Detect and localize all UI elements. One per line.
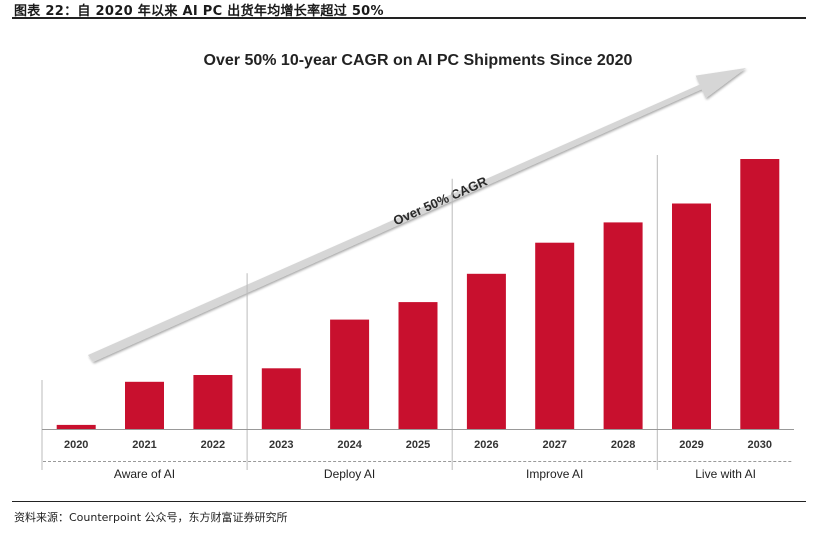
- cagr-arrow-shape: [88, 68, 746, 362]
- bar-2027: [535, 242, 575, 429]
- x-tick-2020: 2020: [64, 439, 88, 451]
- bar-2026: [466, 273, 506, 430]
- phase-label: Live with AI: [695, 467, 756, 481]
- phase-separators: [41, 155, 658, 470]
- header-rule: [12, 17, 806, 19]
- bar-2022: [193, 375, 233, 429]
- bar-2024: [330, 319, 370, 429]
- phase-label: Deploy AI: [324, 467, 375, 481]
- phase-label: Improve AI: [526, 467, 583, 481]
- bar-2025: [398, 302, 438, 429]
- x-tick-2029: 2029: [679, 439, 703, 451]
- cagr-arrow-label: Over 50% CAGR: [391, 173, 490, 228]
- x-tick-2021: 2021: [132, 439, 156, 451]
- chart-title: Over 50% 10-year CAGR on AI PC Shipments…: [204, 52, 633, 69]
- cagr-arrow: [88, 68, 746, 362]
- figure-source: 资料来源：Counterpoint 公众号，东方财富证券研究所: [14, 511, 288, 524]
- bar-2020: [56, 424, 96, 429]
- x-tick-2022: 2022: [201, 439, 225, 451]
- bar-2021: [125, 381, 164, 430]
- x-tick-2030: 2030: [748, 439, 772, 451]
- figure-caption: 图表 22：自 2020 年以来 AI PC 出货年均增长率超过 50%: [14, 4, 384, 19]
- x-tick-2024: 2024: [337, 439, 362, 451]
- x-tick-2027: 2027: [542, 439, 566, 451]
- bar-2030: [740, 159, 780, 429]
- x-tick-2023: 2023: [269, 439, 293, 451]
- x-tick-2025: 2025: [406, 439, 430, 451]
- bar-2028: [603, 222, 643, 429]
- bar-2029: [672, 203, 711, 429]
- bars-group: [56, 159, 780, 430]
- phase-label: Aware of AI: [114, 467, 175, 481]
- x-tick-2028: 2028: [611, 439, 635, 451]
- x-tick-2026: 2026: [474, 439, 498, 451]
- footer-rule: [12, 501, 806, 502]
- phase-labels: Aware of AI Deploy AI Improve AI Live with …: [43, 461, 793, 481]
- bar-2023: [261, 368, 301, 430]
- x-tick-labels: 2020 2021 2022 2023 2024 2025 2026 2027 2028 2029…: [64, 439, 772, 451]
